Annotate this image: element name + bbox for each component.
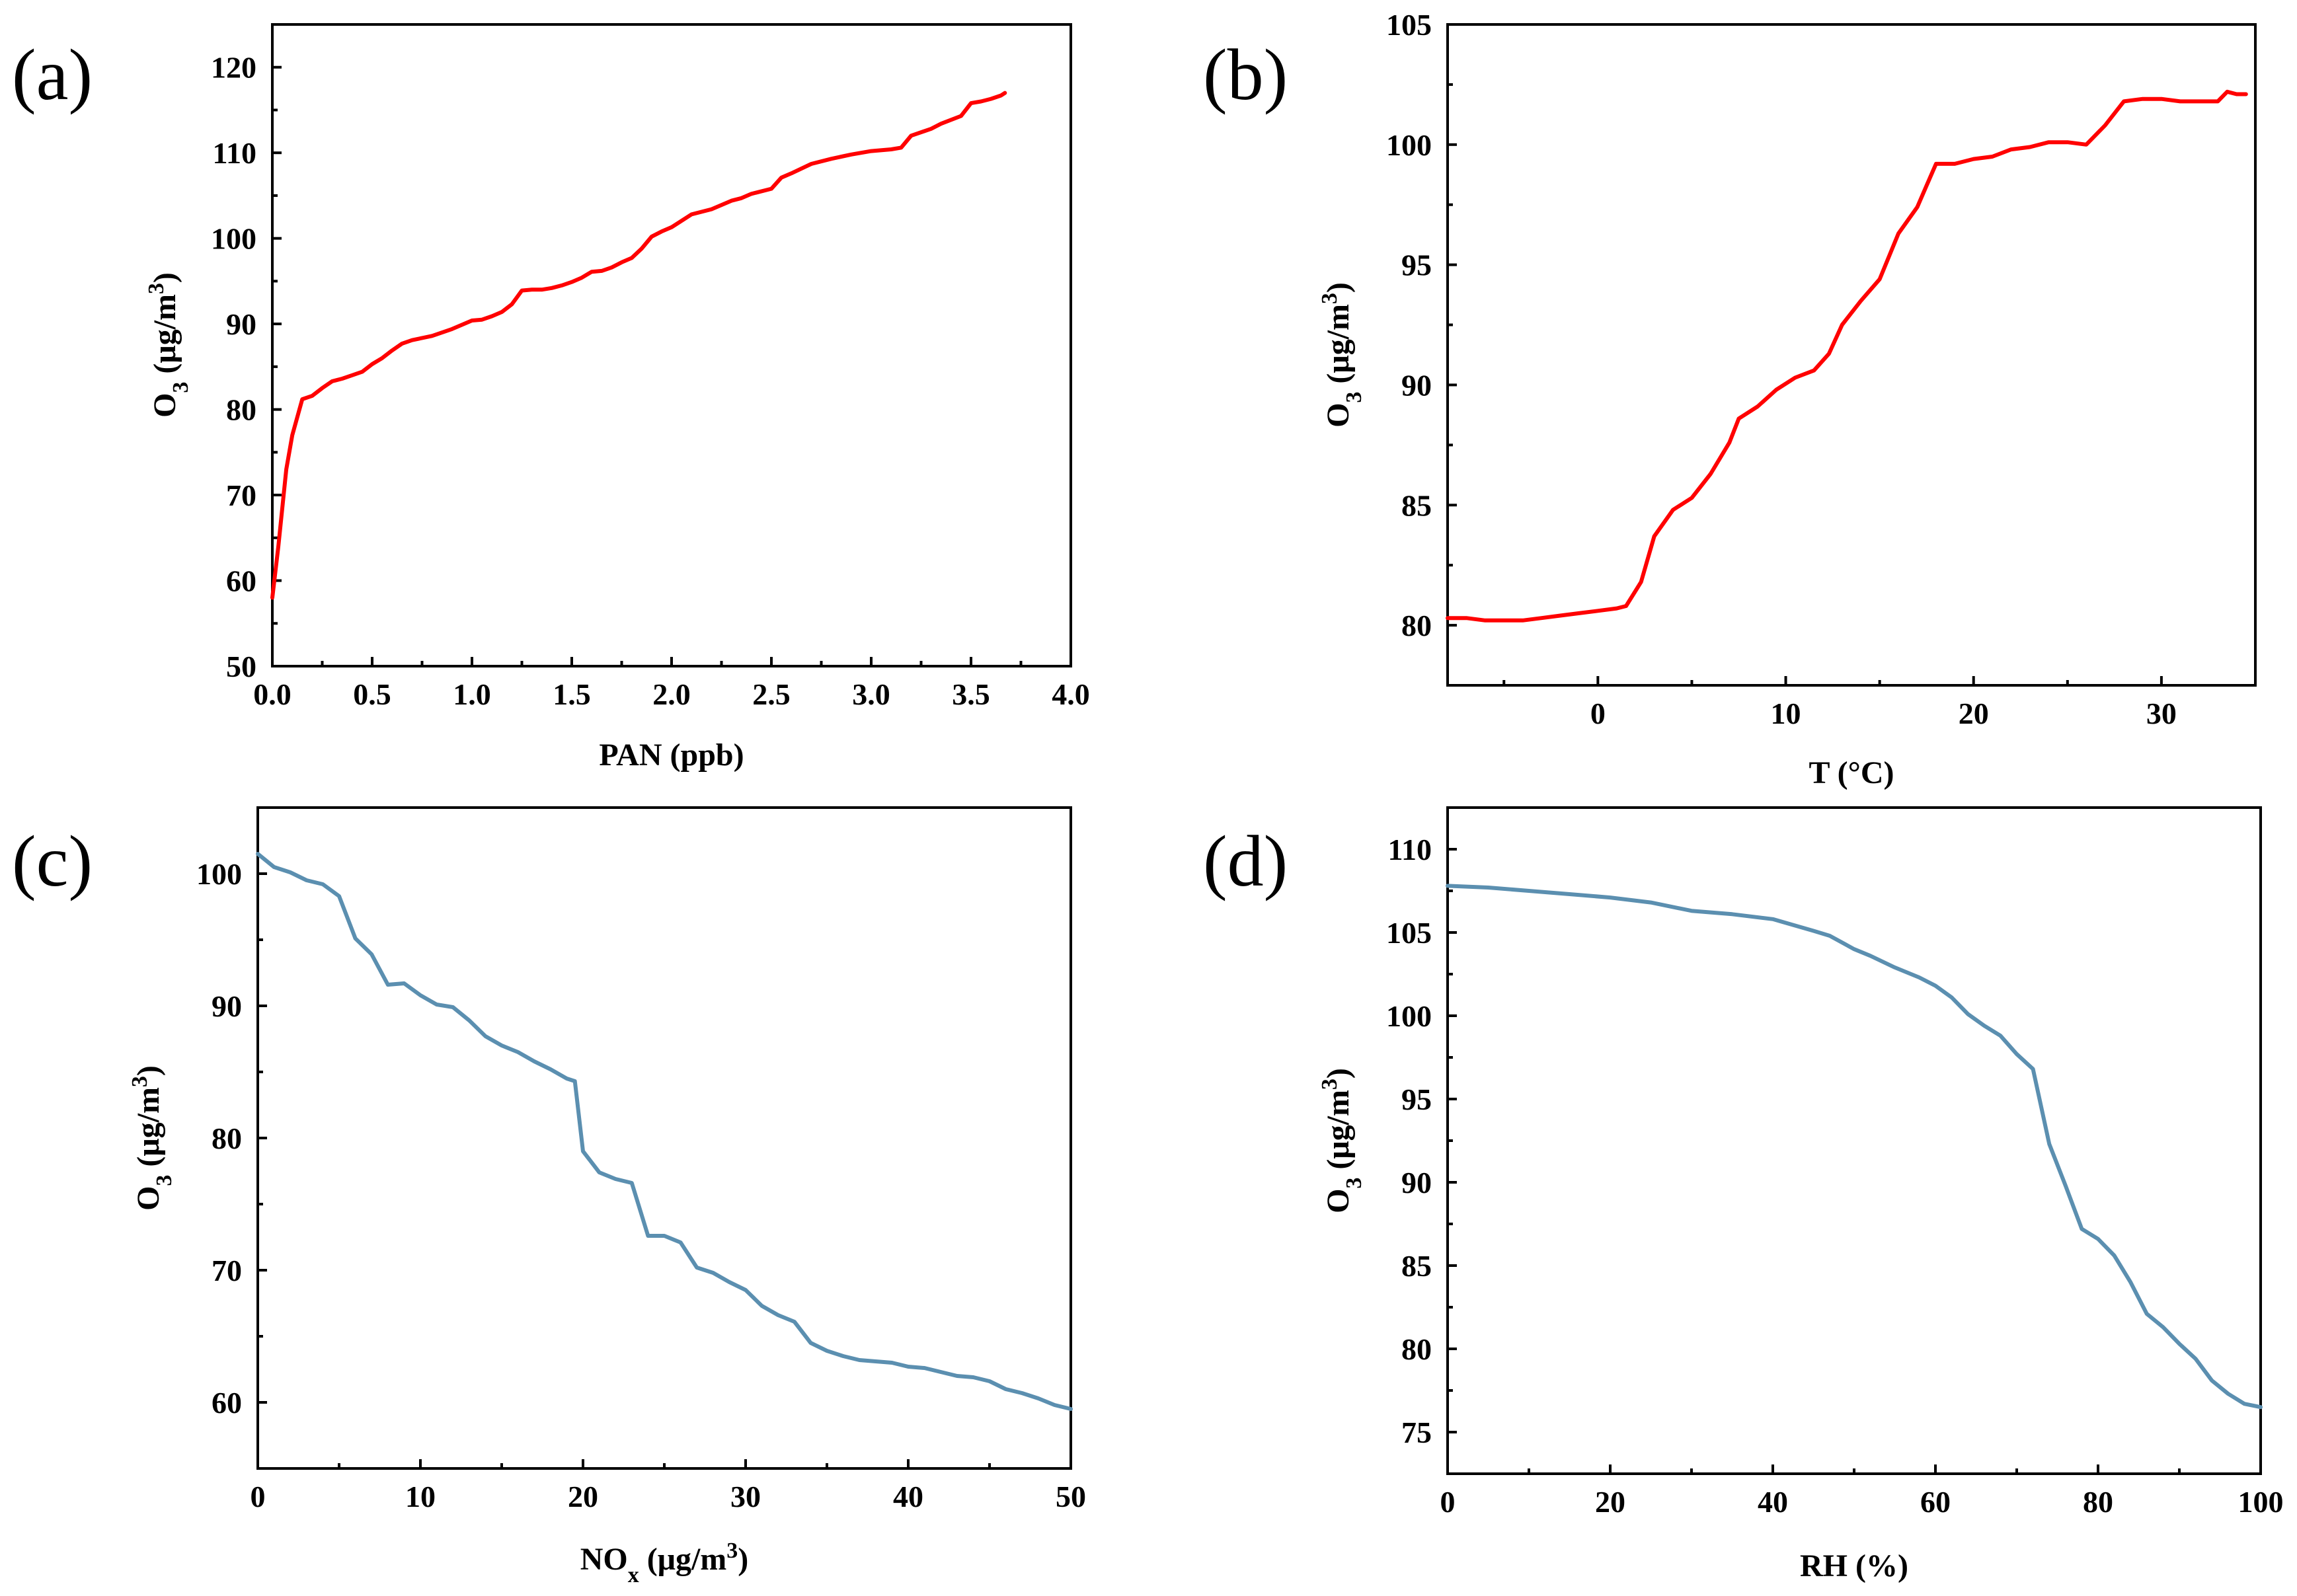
plot-frame	[256, 806, 1072, 1470]
chart-panel-d: (d) 0 20 40 60 80 100 75 80 85 90 95 100 105 110 RH (%)…	[1203, 806, 2284, 1583]
x-tick-label: 0.5	[353, 677, 391, 711]
y-tick-label: 70	[226, 478, 256, 512]
y-tick-label: 95	[1401, 1083, 1432, 1116]
x-tick-label: 100	[2238, 1485, 2284, 1519]
y-tick-label: 100	[196, 857, 242, 891]
x-tick-label: 0	[251, 1480, 266, 1513]
plot-frame	[1446, 806, 2262, 1475]
x-tick-label: 0.0	[253, 677, 292, 711]
y-tick-label: 110	[213, 136, 256, 170]
x-tick-label: 40	[1758, 1485, 1788, 1519]
y-tick-label: 100	[1386, 999, 1432, 1033]
x-tick-label: 10	[1771, 697, 1801, 730]
x-tick-label: 50	[1056, 1480, 1086, 1513]
y-tick-label: 75	[1401, 1416, 1432, 1449]
x-tick-label: 20	[1959, 697, 1989, 730]
y-tick-label: 80	[226, 393, 256, 427]
y-tick-label: 80	[1401, 609, 1432, 642]
x-tick-label: 2.5	[752, 677, 791, 711]
chart-panel-c: (c) 0 10 20 30 40 50 60 70 80 90 100 NOx (μg/m3) O3 (…	[12, 806, 1086, 1587]
x-tick-label: 30	[730, 1480, 761, 1513]
x-axis-title: NOx (μg/m3)	[580, 1539, 749, 1587]
y-tick-label: 90	[1401, 368, 1432, 402]
y-tick-label: 85	[1401, 1249, 1432, 1283]
x-tick-label: 0	[1440, 1485, 1456, 1519]
y-tick-label: 100	[211, 222, 256, 256]
y-axis-title: O3 (μg/m3)	[1317, 1068, 1366, 1213]
x-tick-label: 20	[1595, 1485, 1625, 1519]
y-tick-label: 80	[212, 1121, 242, 1155]
x-tick-label: 10	[405, 1480, 436, 1513]
y-tick-label: 105	[1386, 916, 1432, 950]
y-tick-label: 70	[212, 1254, 242, 1287]
y-tick-label: 90	[226, 307, 256, 341]
y-tick-label: 120	[211, 51, 256, 85]
y-axis-title: O3 (μg/m3)	[144, 272, 193, 418]
series-line	[270, 91, 1007, 600]
y-tick-label: 50	[226, 650, 256, 683]
y-axis-title: O3 (μg/m3)	[1317, 282, 1366, 428]
y-axis-title: O3 (μg/m3)	[128, 1065, 176, 1211]
x-tick-label: 4.0	[1052, 677, 1090, 711]
y-tick-label: 95	[1401, 248, 1432, 282]
y-tick-label: 85	[1401, 488, 1432, 522]
x-tick-label: 3.0	[852, 677, 890, 711]
series-line	[256, 852, 1073, 1411]
x-tick-label: 20	[568, 1480, 598, 1513]
x-tick-label: 1.0	[453, 677, 491, 711]
y-tick-label: 90	[1401, 1166, 1432, 1199]
x-tick-label: 40	[893, 1480, 923, 1513]
y-tick-label: 80	[1401, 1332, 1432, 1366]
x-tick-label: 0	[1590, 697, 1606, 730]
y-tick-label: 105	[1386, 8, 1432, 42]
panel-label: (d)	[1203, 821, 1288, 901]
y-tick-label: 110	[1388, 833, 1432, 866]
panel-label: (a)	[12, 34, 93, 115]
y-tick-label: 90	[212, 989, 242, 1023]
series-line	[1446, 884, 2263, 1410]
x-tick-label: 60	[1920, 1485, 1951, 1519]
x-tick-label: 80	[2083, 1485, 2113, 1519]
chart-panel-b: (b) 0 10 20 30 80 85 90 95 100 105 T (°C) O3 (μg/m3)	[1203, 8, 2257, 790]
chart-panel-a: (a) 0.0 0.5 1.0 1.5 2.0 2.5 3.0 3.5 4.0 50 60 70 80 90…	[12, 23, 1090, 773]
x-axis-title: PAN (ppb)	[599, 738, 744, 773]
series-line	[1446, 89, 2248, 623]
x-axis-title: T (°C)	[1809, 755, 1894, 790]
x-axis-title: RH (%)	[1800, 1548, 1908, 1583]
y-tick-label: 60	[212, 1386, 242, 1420]
x-tick-label: 2.0	[652, 677, 691, 711]
y-tick-label: 100	[1386, 128, 1432, 162]
x-tick-label: 1.5	[553, 677, 591, 711]
x-tick-label: 3.5	[952, 677, 990, 711]
plot-frame	[1446, 23, 2257, 687]
y-tick-label: 60	[226, 564, 256, 598]
x-tick-label: 30	[2146, 697, 2177, 730]
panel-label: (c)	[12, 821, 93, 901]
panel-label: (b)	[1203, 34, 1288, 115]
